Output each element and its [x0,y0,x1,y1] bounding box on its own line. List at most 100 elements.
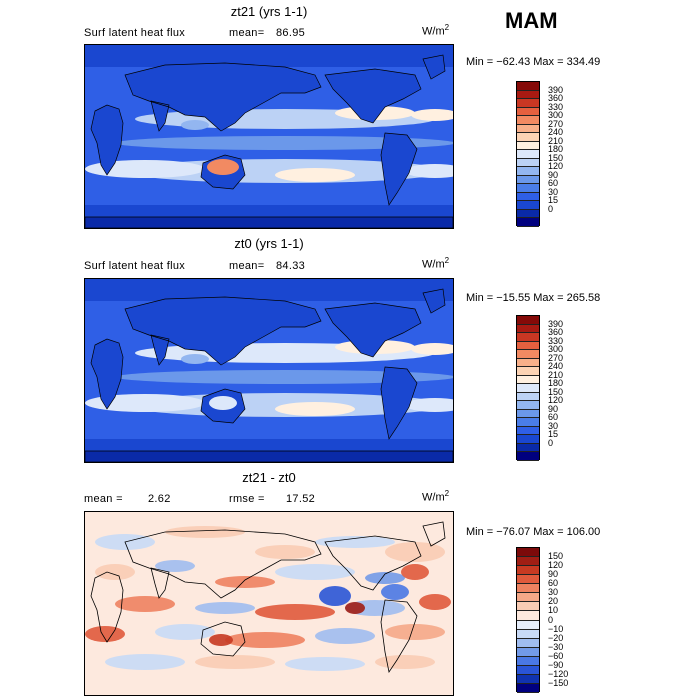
colorbar-tick-label: −120 [548,668,569,679]
colorbar-swatch [517,175,539,185]
colorbar-swatch [517,218,539,227]
colorbar-swatch [517,665,539,675]
colorbar-tick-label: 270 [548,352,564,363]
colorbar-tick-label: 0 [548,203,554,214]
colorbar-swatch [517,367,539,376]
colorbar-swatch [517,443,539,453]
colorbar-tick-label: 270 [548,118,564,129]
colorbar-tick-label: 30 [548,186,559,197]
colorbar-swatch [517,341,539,351]
colorbar-swatch [517,90,539,100]
panel-2-minmax: Min = −15.55 Max = 265.58 [466,292,601,304]
panel-2-mean-value: 84.33 [276,260,306,272]
colorbar-swatch [517,452,539,461]
colorbar-tick-label: 10 [548,605,559,616]
panel-3-rmse-label: rmse = [229,493,265,505]
colorbar-swatch [517,167,539,176]
panel-1-title: zt21 (yrs 1-1) [230,4,308,19]
panel-2-colorbar [516,315,540,461]
colorbar-tick-label: −150 [548,677,569,688]
colorbar-swatch [517,124,539,134]
colorbar-swatch [517,401,539,410]
colorbar-swatch [517,133,539,142]
colorbar-swatch [517,409,539,419]
panel-1-field-label: Surf latent heat flux [84,27,186,39]
colorbar-tick-label: 360 [548,327,564,338]
colorbar-tick-label: 60 [548,412,559,423]
colorbar-tick-label: 210 [548,369,564,380]
colorbar-swatch [517,629,539,639]
panel-2-units: W/m2 [422,256,450,271]
colorbar-swatch [517,333,539,342]
panel-3-title: zt21 - zt0 [242,470,296,485]
colorbar-tick-label: 300 [548,344,564,355]
colorbar-tick-label: 150 [548,152,564,163]
colorbar-swatch [517,158,539,168]
colorbar-tick-label: 90 [548,403,559,414]
colorbar-tick-label: 30 [548,587,559,598]
colorbar-swatch [517,593,539,603]
colorbar-swatch [517,656,539,666]
colorbar-swatch [517,548,539,558]
panel-2-map-field [85,279,453,462]
colorbar-tick-label: 90 [548,169,559,180]
colorbar-tick-label: −60 [548,650,564,661]
colorbar-swatch [517,184,539,193]
colorbar-swatch [517,602,539,612]
colorbar-swatch [517,99,539,108]
panel-1-map [84,44,454,229]
colorbar-tick-label: 330 [548,335,564,346]
colorbar-tick-label: 120 [548,161,564,172]
colorbar-tick-label: 390 [548,84,564,95]
colorbar-swatch [517,418,539,427]
colorbar-tick-label: 15 [548,429,559,440]
panel-2-map [84,278,454,463]
colorbar-swatch [517,620,539,630]
colorbar-tick-label: 240 [548,127,564,138]
panel-3-map [84,511,454,696]
colorbar-swatch [517,392,539,402]
season-title: MAM [505,8,558,33]
colorbar-tick-label: 20 [548,596,559,607]
colorbar-swatch [517,611,539,621]
panel-1-map-field [85,45,453,228]
colorbar-tick-label: 150 [548,386,564,397]
colorbar-swatch [517,435,539,444]
colorbar-tick-label: 240 [548,361,564,372]
colorbar-swatch [517,638,539,648]
colorbar-tick-label: 180 [548,378,564,389]
colorbar-tick-label: −90 [548,659,564,670]
colorbar-swatch [517,192,539,202]
panel-2-mean-label: mean= [229,260,265,272]
panel-2-title: zt0 (yrs 1-1) [234,236,304,251]
colorbar-swatch [517,384,539,393]
panel-3-mean-label: mean = [84,493,123,505]
colorbar-tick-label: 30 [548,420,559,431]
colorbar-swatch [517,201,539,210]
panel-3-minmax: Min = −76.07 Max = 106.00 [466,526,601,538]
panel-3-mean-value: 2.62 [148,493,171,505]
colorbar-swatch [517,358,539,368]
panel-1-mean-value: 86.95 [276,27,306,39]
colorbar-tick-label: 15 [548,195,559,206]
colorbar-swatch [517,375,539,385]
panel-1-mean-label: mean= [229,27,265,39]
colorbar-tick-label: 60 [548,178,559,189]
colorbar-swatch [517,683,539,693]
colorbar-tick-label: −20 [548,632,564,643]
colorbar-tick-label: 60 [548,578,559,589]
colorbar-tick-label: 210 [548,135,564,146]
colorbar-tick-label: 390 [548,318,564,329]
colorbar-tick-label: 360 [548,93,564,104]
colorbar-tick-label: 0 [548,437,554,448]
colorbar-tick-label: −10 [548,623,564,634]
panel-3-map-field [85,512,453,695]
colorbar-swatch [517,584,539,594]
colorbar-tick-label: 0 [548,614,554,625]
colorbar-tick-label: 120 [548,395,564,406]
colorbar-tick-label: 180 [548,144,564,155]
panel-3-units: W/m2 [422,489,450,504]
panel-1-units: W/m2 [422,23,450,38]
colorbar-swatch [517,141,539,151]
colorbar-swatch [517,426,539,436]
